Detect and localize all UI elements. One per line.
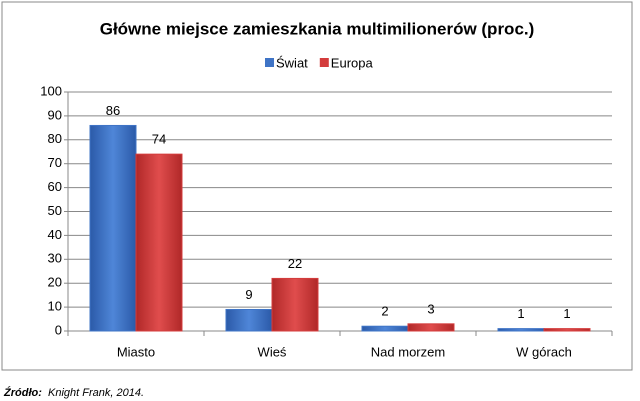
x-tick-label: Wieś [258,344,287,359]
value-label: 3 [427,301,434,316]
legend-swatch [265,58,274,67]
y-tick-label: 60 [48,179,62,194]
y-tick-label: 90 [48,107,62,122]
bar [361,325,409,332]
legend: Świat Europa [265,55,373,70]
value-label: 22 [288,256,302,271]
bar [543,328,591,332]
y-tick-label: 30 [48,251,62,266]
y-tick-label: 0 [55,322,62,337]
bar [271,277,319,332]
legend-label: Świat [276,55,308,70]
y-tick-label: 40 [48,227,62,242]
value-label: 1 [517,306,524,321]
legend-label: Europa [331,55,374,70]
value-label: 74 [152,132,166,147]
bar [407,323,455,332]
y-tick-label: 70 [48,155,62,170]
source-label: Źródło: [3,386,42,399]
value-label: 86 [106,103,120,118]
y-tick-label: 20 [48,275,62,290]
value-label: 2 [381,304,388,319]
y-tick-label: 100 [40,83,62,98]
x-tick-label: Miasto [117,344,155,359]
y-tick-label: 50 [48,203,62,218]
bar [225,308,273,332]
bar [135,153,183,332]
bar [89,124,137,332]
value-label: 9 [245,287,252,302]
legend-swatch [319,58,329,67]
y-tick-label: 80 [48,131,62,146]
value-label: 1 [563,306,570,321]
source: Knight Frank, 2014. [48,387,144,399]
x-tick-label: W górach [516,344,572,359]
x-tick-label: Nad morzem [371,344,445,359]
chart-title: Główne miejsce zamieszkania multimilione… [100,19,535,38]
bar [497,328,545,332]
y-tick-label: 10 [48,299,62,314]
